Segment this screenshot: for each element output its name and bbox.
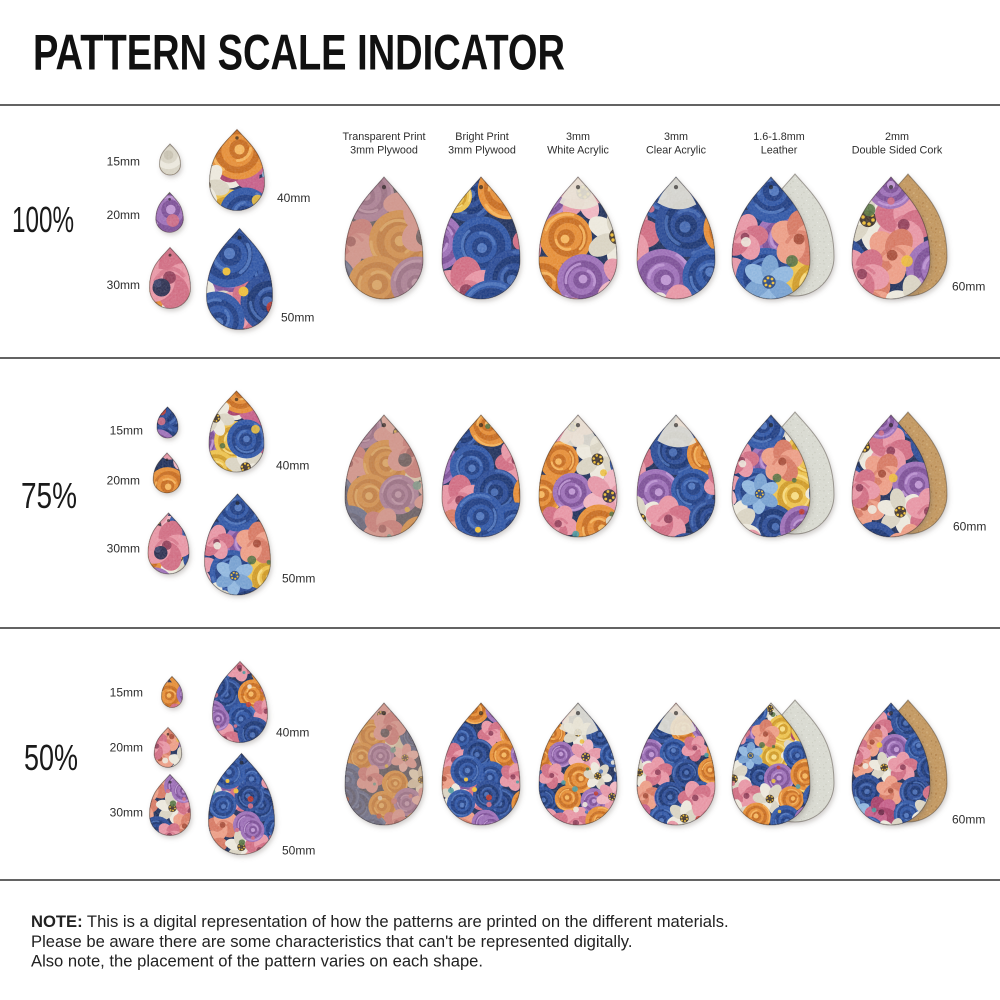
svg-text:15mm: 15mm [107, 155, 140, 169]
svg-text:Also note, the placement of th: Also note, the placement of the pattern … [31, 952, 483, 971]
svg-text:60mm: 60mm [953, 520, 986, 534]
svg-text:2mm: 2mm [885, 131, 909, 143]
svg-text:100%: 100% [12, 199, 74, 240]
svg-text:3mm: 3mm [566, 131, 590, 143]
svg-text:Transparent Print: Transparent Print [342, 131, 425, 143]
svg-text:20mm: 20mm [107, 474, 140, 488]
svg-text:NOTE: This is a digital repres: NOTE: This is a digital representation o… [31, 912, 729, 931]
svg-text:15mm: 15mm [110, 424, 143, 438]
svg-text:30mm: 30mm [107, 278, 140, 292]
svg-text:20mm: 20mm [110, 741, 143, 755]
svg-text:PATTERN SCALE INDICATOR: PATTERN SCALE INDICATOR [33, 24, 565, 80]
svg-text:20mm: 20mm [107, 208, 140, 222]
svg-text:30mm: 30mm [110, 806, 143, 820]
svg-text:40mm: 40mm [276, 459, 309, 473]
svg-text:Leather: Leather [761, 145, 798, 157]
svg-text:15mm: 15mm [110, 686, 143, 700]
svg-text:3mm Plywood: 3mm Plywood [448, 145, 516, 157]
svg-text:50%: 50% [24, 737, 78, 778]
svg-text:Bright Print: Bright Print [455, 131, 508, 143]
svg-text:3mm Plywood: 3mm Plywood [350, 145, 418, 157]
svg-text:Please be aware there are some: Please be aware there are some character… [31, 932, 632, 951]
svg-text:Double Sided Cork: Double Sided Cork [852, 145, 943, 157]
svg-text:60mm: 60mm [952, 280, 985, 294]
svg-text:50mm: 50mm [282, 844, 315, 858]
svg-text:60mm: 60mm [952, 813, 985, 827]
svg-text:Clear Acrylic: Clear Acrylic [646, 145, 707, 157]
svg-text:50mm: 50mm [281, 311, 314, 325]
svg-text:3mm: 3mm [664, 131, 688, 143]
svg-text:75%: 75% [21, 475, 77, 516]
svg-text:1.6-1.8mm: 1.6-1.8mm [753, 131, 805, 143]
svg-text:40mm: 40mm [277, 191, 310, 205]
svg-text:40mm: 40mm [276, 726, 309, 740]
svg-text:30mm: 30mm [107, 542, 140, 556]
svg-text:White Acrylic: White Acrylic [547, 145, 609, 157]
svg-text:50mm: 50mm [282, 572, 315, 586]
